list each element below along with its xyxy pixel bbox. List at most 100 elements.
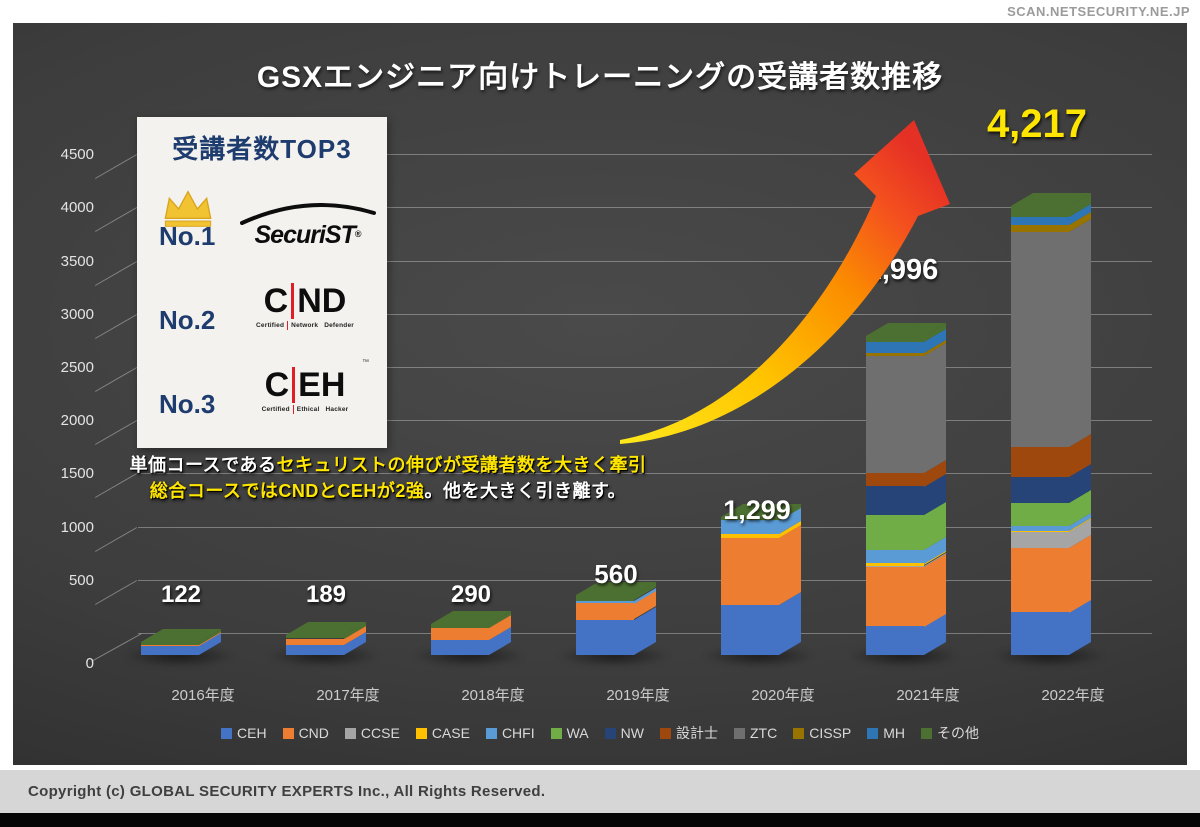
chart-title: GSXエンジニア向けトレーニングの受講者数推移 [256, 61, 944, 94]
bar-segment-設計士-2021 [866, 472, 924, 487]
bar-segment-CHFI-2021 [866, 549, 924, 564]
trademark-mark: ™ [362, 359, 369, 366]
annotation-text: 単価コースであるセキュリストの伸びが受講者数を大きく牽引総合コースではCNDとC… [112, 452, 664, 504]
data-label-2016: 122 [160, 581, 202, 608]
bar-segment-NW-2021 [866, 486, 924, 516]
legend-label-MH: MH [883, 725, 905, 741]
x-tick-2018: 2018年度 [461, 687, 525, 704]
bar-segment-CISSP-2021 [866, 352, 924, 356]
y-tick-0: 0 [85, 655, 94, 672]
legend-item-CHFI: CHFI [485, 725, 535, 741]
bar-segment-CND-2017 [286, 638, 344, 645]
cnd-letters-nd: ND [297, 282, 347, 320]
ceh-logo: ™ C EH Certified Ethical Hacker [245, 359, 369, 414]
registered-mark: ® [354, 229, 362, 239]
gridline-2000 [138, 420, 1152, 422]
bar-segment-その他-2020 [721, 516, 779, 521]
cnd-letter-c: C [263, 282, 289, 320]
site-watermark: SCAN.NETSECURITY.NE.JP [1007, 4, 1190, 19]
annotation-run-1-2: セキュリストの伸びが受講者数を大きく牽引 [276, 455, 647, 475]
legend-item-ZTC: ZTC [733, 725, 777, 741]
cnd-red-bar [291, 283, 295, 319]
gridline-diag-1000 [94, 526, 138, 552]
gridline-2500 [138, 367, 1152, 368]
legend-label-設計士: 設計士 [675, 725, 718, 741]
data-label-2019: 560 [594, 559, 638, 589]
legend-label-CCSE: CCSE [360, 725, 400, 741]
bar-segment-CND-2018 [431, 627, 489, 641]
rank-1-label: No.1 [159, 221, 216, 251]
y-tick-4500: 4500 [60, 146, 94, 164]
data-label-2017: 189 [305, 581, 347, 608]
bar-segment-CEH-2016 [141, 645, 199, 655]
gridline-diag-3500 [94, 260, 138, 286]
legend-label-CISSP: CISSP [809, 725, 852, 741]
bar-segment-CCSE-2022 [1011, 531, 1069, 548]
bar-segment-CCSE-2021 [866, 565, 924, 567]
legend-item-設計士: 設計士 [659, 723, 718, 743]
annotation-line-2: 総合コースではCNDとCEHが2強。他を大きく引き離す。 [112, 478, 664, 504]
rank-3-label: No.3 [159, 389, 216, 419]
x-tick-2021: 2021年度 [896, 687, 960, 704]
y-tick-500: 500 [68, 571, 94, 589]
bar-segment-NW-2022 [1011, 476, 1069, 504]
gridline-3500 [138, 260, 1152, 262]
bar-side-CND-2022 [1069, 534, 1091, 613]
gridline-1000 [138, 526, 1152, 528]
growth-arrow-icon [620, 120, 950, 444]
bar-segment-CEH-2019 [576, 619, 634, 655]
annotation-run-1-1: 単価コースである [129, 455, 277, 475]
legend-item-MH: MH [867, 725, 905, 741]
bar-segment-CND-2021 [866, 566, 924, 627]
ceh-sub-certified: Certified [261, 406, 290, 413]
x-tick-2020: 2020年度 [751, 687, 815, 704]
bar-segment-CHFI-2022 [1011, 525, 1069, 531]
bar-segment-CEH-2017 [286, 644, 344, 655]
bar-segment-設計士-2022 [1011, 446, 1069, 477]
gridline-3000 [138, 313, 1152, 315]
y-tick-3500: 3500 [60, 252, 94, 270]
bar-side-ZTC-2022 [1069, 218, 1091, 447]
legend-label-CHFI: CHFI [501, 725, 535, 741]
x-tick-2017: 2017年度 [316, 687, 380, 704]
legend-item-CEH: CEH [221, 725, 267, 741]
legend-swatch-CHFI [485, 727, 497, 739]
bar-segment-MH-2021 [866, 342, 924, 353]
securist-logo-text: SecuriST [254, 221, 355, 249]
gridline-500 [138, 579, 1152, 581]
annotation-run-2-1: 総合コースではCNDとCEHが2強 [149, 481, 425, 501]
securist-swoosh [240, 203, 376, 225]
legend-item-CND: CND [282, 725, 329, 741]
copyright-text: Copyright (c) GLOBAL SECURITY EXPERTS In… [28, 783, 546, 800]
bar-segment-CEH-2022 [1011, 612, 1069, 655]
annotation-run-2-2: 。他を大きく引き離す。 [424, 481, 627, 501]
bar-segment-CEH-2020 [721, 604, 779, 655]
y-tick-2000: 2000 [60, 412, 94, 430]
y-tick-1500: 1500 [60, 465, 94, 483]
x-tick-2016: 2016年度 [171, 687, 235, 704]
bar-segment-ZTC-2022 [1011, 231, 1069, 447]
bar-segment-CHFI-2020 [721, 520, 779, 535]
gridline-diag-2000 [94, 420, 138, 446]
bar-segment-ZTC-2021 [866, 355, 924, 473]
bar-segment-その他-2021 [866, 336, 924, 343]
securist-logo: SecuriST® [237, 203, 379, 250]
gridline-diag-2500 [94, 367, 138, 392]
gridline-4000 [138, 207, 1152, 209]
ceh-sub-bar [292, 405, 294, 414]
bar-segment-その他-2017 [286, 634, 344, 639]
cnd-logo: C ND Certified Network Defender [245, 283, 365, 330]
legend-label-CASE: CASE [431, 725, 470, 741]
gridline-diag-4000 [94, 207, 138, 233]
legend-label-その他: その他 [937, 725, 979, 741]
bar-segment-CISSP-2022 [1011, 225, 1069, 232]
bar-segment-CEH-2021 [866, 626, 924, 655]
y-tick-1000: 1000 [60, 518, 94, 536]
bottom-black-bar [0, 813, 1200, 827]
y-tick-3000: 3000 [60, 305, 94, 323]
top3-heading: 受講者数TOP3 [172, 134, 352, 164]
top3-panel: 受講者数TOP3 No.1 SecuriST® No.2 C ND Certif… [137, 117, 387, 448]
legend-item-その他: その他 [921, 723, 979, 743]
bar-segment-CND-2019 [576, 603, 634, 620]
bar-segment-CASE-2022 [1011, 530, 1069, 532]
